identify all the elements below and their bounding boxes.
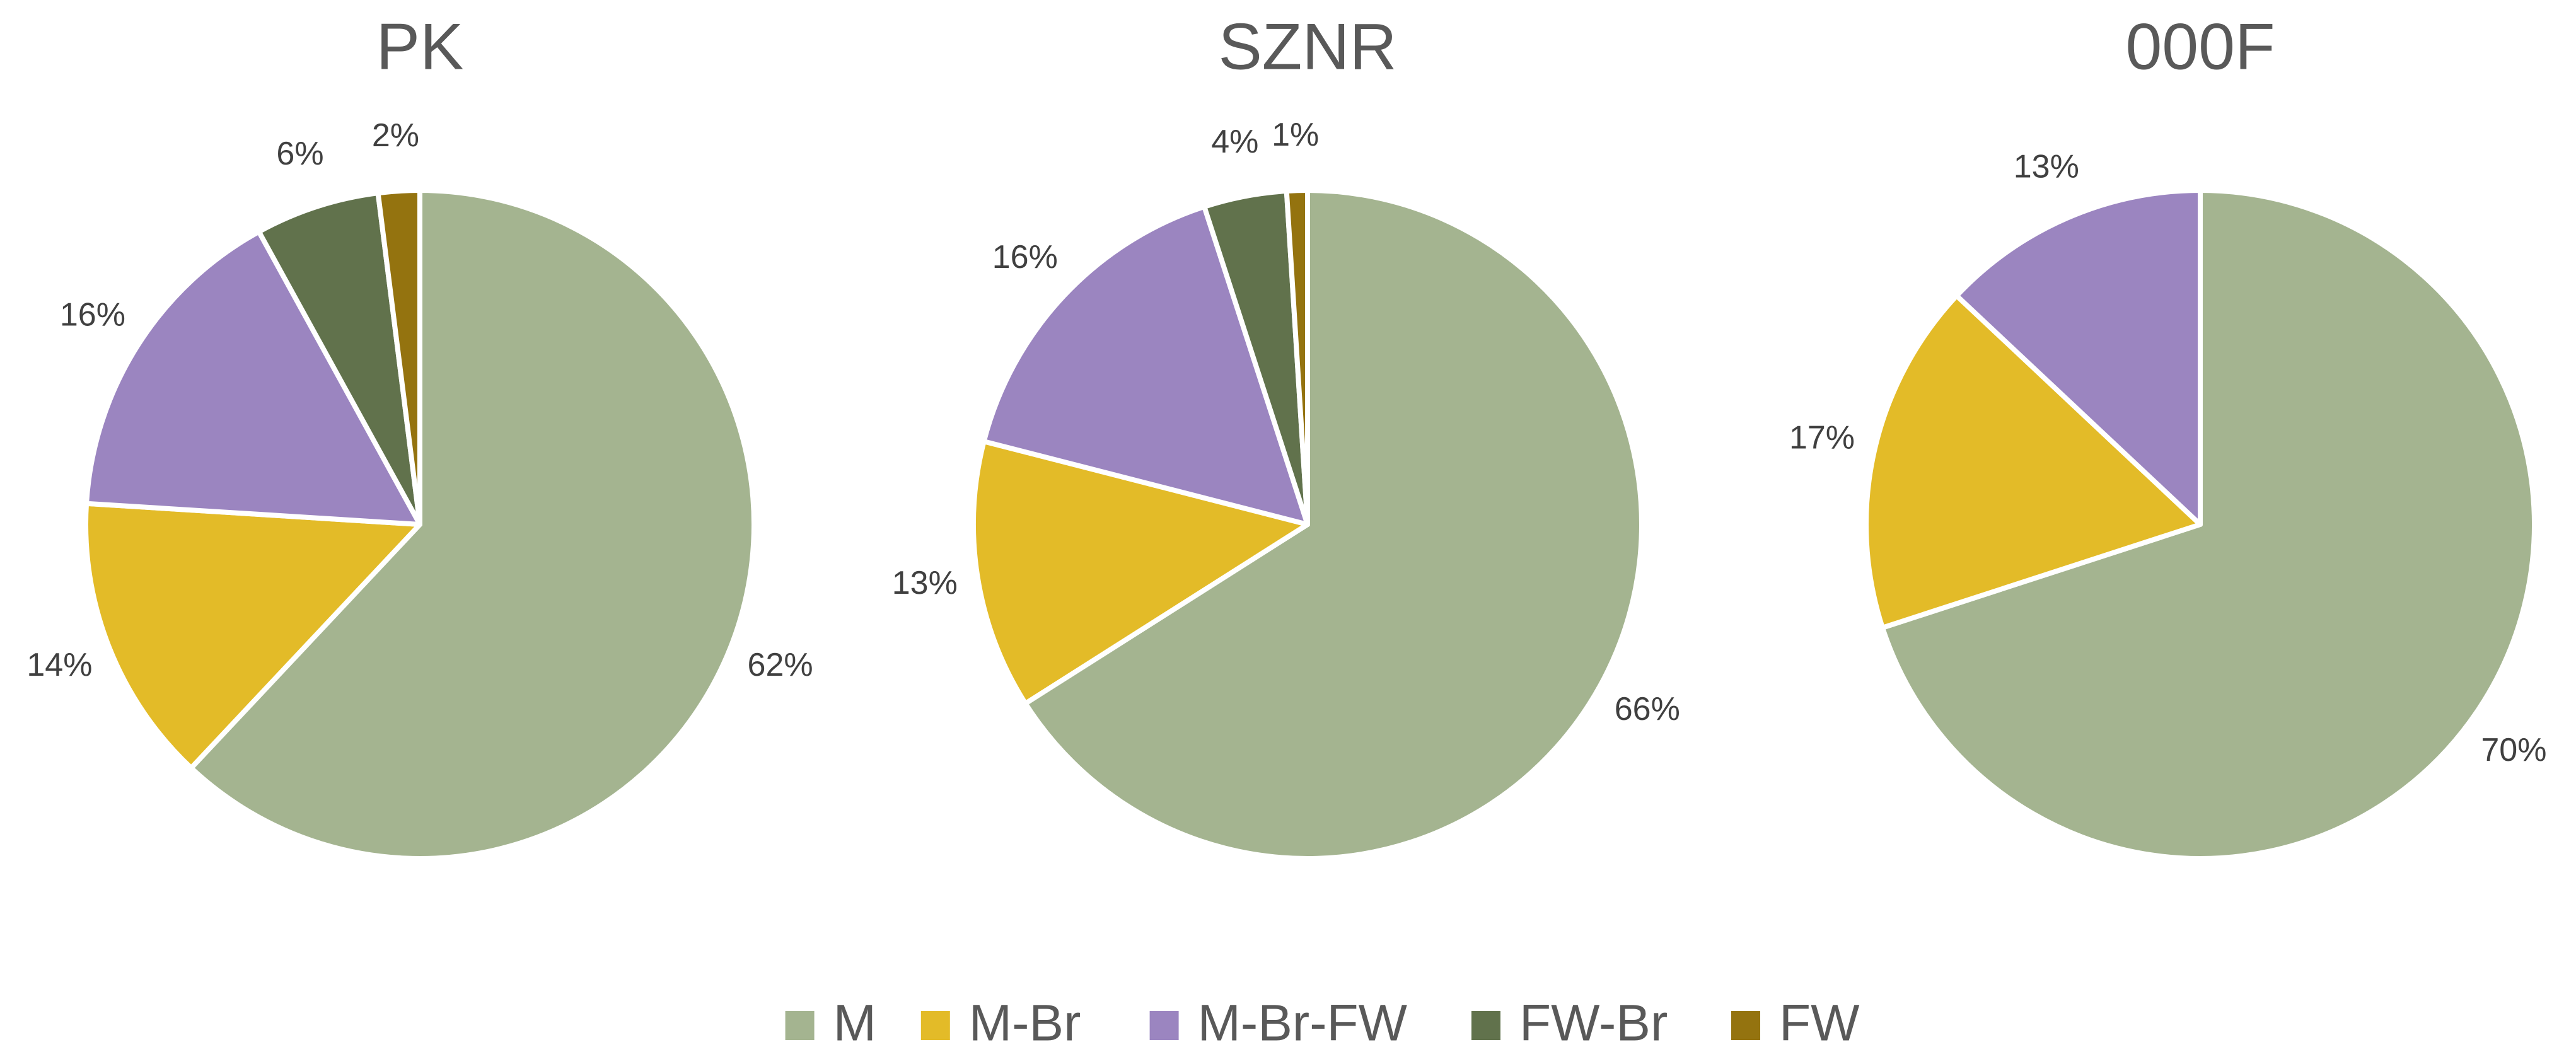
pie-chart-000f: 000F 70% 17% 13% xyxy=(1789,10,2546,861)
data-label-m-br: 14% xyxy=(26,647,92,683)
pie-slice-fw xyxy=(375,188,422,527)
data-label-fw-br: 4% xyxy=(1211,124,1258,160)
legend-label: M xyxy=(833,995,876,1052)
data-label-m-br: 17% xyxy=(1789,420,1855,456)
legend: M M-Br M-Br-FW FW-Br FW xyxy=(785,995,1860,1052)
pie-slice-fw xyxy=(1284,188,1310,527)
legend-label: FW xyxy=(1779,995,1860,1052)
pie-slice-m-br xyxy=(1864,293,2203,630)
data-label-m: 70% xyxy=(2481,732,2546,768)
data-label-fw: 1% xyxy=(1272,117,1319,153)
legend-label: M-Br-FW xyxy=(1198,995,1408,1052)
pie-slice-m xyxy=(1023,188,1644,861)
data-label-m-br-fw: 16% xyxy=(992,239,1058,275)
legend-swatch xyxy=(1471,1011,1500,1040)
data-label-fw-br: 6% xyxy=(276,136,323,172)
legend-item-m: M xyxy=(785,995,876,1052)
legend-item-m-br: M-Br xyxy=(920,995,1081,1052)
data-label-m: 66% xyxy=(1615,691,1680,727)
legend-label: M-Br xyxy=(969,995,1081,1052)
legend-swatch xyxy=(1731,1011,1760,1040)
data-label-m-br-fw: 16% xyxy=(60,296,125,333)
chart-title: PK xyxy=(376,10,464,83)
legend-swatch xyxy=(785,1011,815,1040)
legend-swatch xyxy=(1149,1011,1179,1040)
data-label-m: 62% xyxy=(748,647,813,683)
pie-chart-sznr: SZNR 66% 13% 16% 4% 1% xyxy=(892,10,1680,861)
legend-item-m-br-fw: M-Br-FW xyxy=(1149,995,1408,1052)
pie-slice-m xyxy=(1879,188,2537,861)
pie-slice-m-br xyxy=(83,501,422,771)
pie-slice-m xyxy=(189,188,757,861)
chart-title: 000F xyxy=(2125,10,2275,83)
pie-slice-m-br-fw xyxy=(1954,188,2203,527)
chart-title: SZNR xyxy=(1218,10,1396,83)
pie-chart-pk: PK 62% 14% 16% 6% 2% xyxy=(26,10,813,861)
legend-item-fw-br: FW-Br xyxy=(1471,995,1668,1052)
pie-slice-m-br-fw xyxy=(84,229,422,527)
pie-slice-m-br-fw xyxy=(981,204,1310,527)
legend-label: FW-Br xyxy=(1519,995,1668,1052)
data-label-m-br: 13% xyxy=(892,565,958,601)
pie-slice-fw-br xyxy=(256,190,422,527)
legend-swatch xyxy=(920,1011,950,1040)
data-label-m-br-fw: 13% xyxy=(2014,149,2079,185)
data-label-fw: 2% xyxy=(372,117,419,154)
pie-slice-m-br xyxy=(971,439,1310,706)
legend-item-fw: FW xyxy=(1731,995,1860,1052)
